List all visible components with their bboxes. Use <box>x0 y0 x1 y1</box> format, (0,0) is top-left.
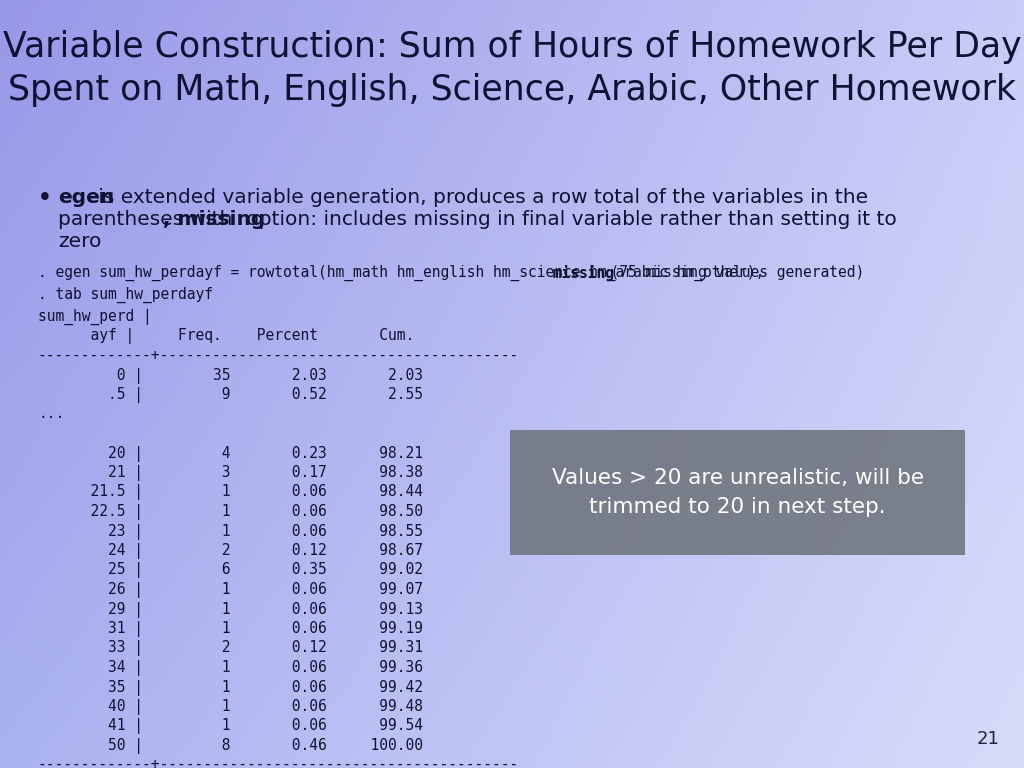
FancyBboxPatch shape <box>510 430 965 555</box>
Text: Values > 20 are unrealistic, will be
trimmed to 20 in next step.: Values > 20 are unrealistic, will be tri… <box>552 468 924 518</box>
Text: 26 |         1       0.06      99.07: 26 | 1 0.06 99.07 <box>38 582 423 598</box>
Text: .5 |         9       0.52       2.55: .5 | 9 0.52 2.55 <box>38 387 423 403</box>
Text: 0 |        35       2.03       2.03: 0 | 35 2.03 2.03 <box>38 368 423 383</box>
Text: missing: missing <box>545 265 614 281</box>
Text: ...: ... <box>38 406 65 422</box>
Text: 29 |         1       0.06      99.13: 29 | 1 0.06 99.13 <box>38 601 423 617</box>
Text: parentheses with: parentheses with <box>58 210 239 229</box>
Text: 34 |         1       0.06      99.36: 34 | 1 0.06 99.36 <box>38 660 423 676</box>
Text: 21: 21 <box>977 730 1000 748</box>
Text: 21 |         3       0.17      98.38: 21 | 3 0.17 98.38 <box>38 465 423 481</box>
Text: Variable Construction: Sum of Hours of Homework Per Day
Spent on Math, English, : Variable Construction: Sum of Hours of H… <box>3 30 1021 108</box>
Text: zero: zero <box>58 232 101 251</box>
Text: egen: egen <box>58 188 115 207</box>
Text: , missing: , missing <box>164 210 265 229</box>
Text: sum_hw_perd |: sum_hw_perd | <box>38 309 152 325</box>
Text: -------------+-----------------------------------------: -------------+--------------------------… <box>38 757 519 768</box>
Text: 33 |         2       0.12      99.31: 33 | 2 0.12 99.31 <box>38 641 423 657</box>
Text: is extended variable generation, produces a row total of the variables in the: is extended variable generation, produce… <box>92 188 868 207</box>
Text: 40 |         1       0.06      99.48: 40 | 1 0.06 99.48 <box>38 699 423 715</box>
Text: 50 |         8       0.46     100.00: 50 | 8 0.46 100.00 <box>38 738 423 754</box>
Text: 21.5 |         1       0.06      98.44: 21.5 | 1 0.06 98.44 <box>38 485 423 501</box>
Text: option: includes missing in final variable rather than setting it to: option: includes missing in final variab… <box>240 210 897 229</box>
Text: 25 |         6       0.35      99.02: 25 | 6 0.35 99.02 <box>38 562 423 578</box>
Text: 23 |         1       0.06      98.55: 23 | 1 0.06 98.55 <box>38 524 423 539</box>
Text: 41 |         1       0.06      99.54: 41 | 1 0.06 99.54 <box>38 719 423 734</box>
Text: 22.5 |         1       0.06      98.50: 22.5 | 1 0.06 98.50 <box>38 504 423 520</box>
Text: ayf |     Freq.    Percent       Cum.: ayf | Freq. Percent Cum. <box>38 329 415 345</box>
Text: . tab sum_hw_perdayf: . tab sum_hw_perdayf <box>38 287 213 303</box>
Text: 35 |         1       0.06      99.42: 35 | 1 0.06 99.42 <box>38 680 423 696</box>
Text: •: • <box>38 188 52 208</box>
Text: 20 |         4       0.23      98.21: 20 | 4 0.23 98.21 <box>38 445 423 462</box>
Text: 31 |         1       0.06      99.19: 31 | 1 0.06 99.19 <box>38 621 423 637</box>
Text: . egen sum_hw_perdayf = rowtotal(hm_math hm_english hm_science hm_arabic hm_othe: . egen sum_hw_perdayf = rowtotal(hm_math… <box>38 265 764 281</box>
Text: -------------+-----------------------------------------: -------------+--------------------------… <box>38 348 519 363</box>
Text: (75 missing values generated): (75 missing values generated) <box>593 265 864 280</box>
Text: 24 |         2       0.12      98.67: 24 | 2 0.12 98.67 <box>38 543 423 559</box>
